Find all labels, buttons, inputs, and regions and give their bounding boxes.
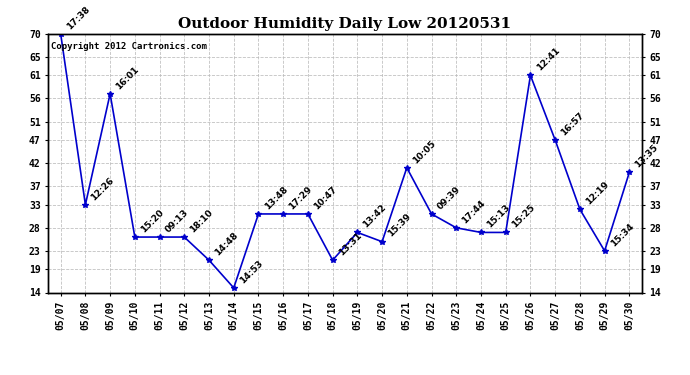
Text: 10:05: 10:05 (411, 138, 437, 165)
Text: 13:35: 13:35 (633, 143, 660, 170)
Text: 13:48: 13:48 (263, 184, 289, 211)
Text: 17:29: 17:29 (287, 184, 314, 211)
Text: 15:25: 15:25 (510, 203, 537, 229)
Text: 14:48: 14:48 (213, 231, 240, 257)
Text: 12:26: 12:26 (90, 176, 116, 202)
Text: 15:13: 15:13 (485, 203, 512, 229)
Title: Outdoor Humidity Daily Low 20120531: Outdoor Humidity Daily Low 20120531 (179, 17, 511, 31)
Text: 15:20: 15:20 (139, 208, 166, 234)
Text: 15:34: 15:34 (609, 222, 635, 248)
Text: 09:39: 09:39 (435, 184, 462, 211)
Text: 18:10: 18:10 (188, 208, 215, 234)
Text: 14:53: 14:53 (238, 258, 264, 285)
Text: 16:57: 16:57 (560, 111, 586, 137)
Text: 13:31: 13:31 (337, 231, 364, 257)
Text: Copyright 2012 Cartronics.com: Copyright 2012 Cartronics.com (51, 42, 207, 51)
Text: 12:19: 12:19 (584, 180, 611, 207)
Text: 13:42: 13:42 (362, 203, 388, 229)
Text: 15:39: 15:39 (386, 212, 413, 239)
Text: 16:01: 16:01 (115, 64, 141, 91)
Text: 10:47: 10:47 (312, 184, 339, 211)
Text: 09:13: 09:13 (164, 208, 190, 234)
Text: 17:44: 17:44 (460, 198, 487, 225)
Text: 12:41: 12:41 (535, 46, 561, 72)
Text: 17:38: 17:38 (65, 4, 92, 31)
